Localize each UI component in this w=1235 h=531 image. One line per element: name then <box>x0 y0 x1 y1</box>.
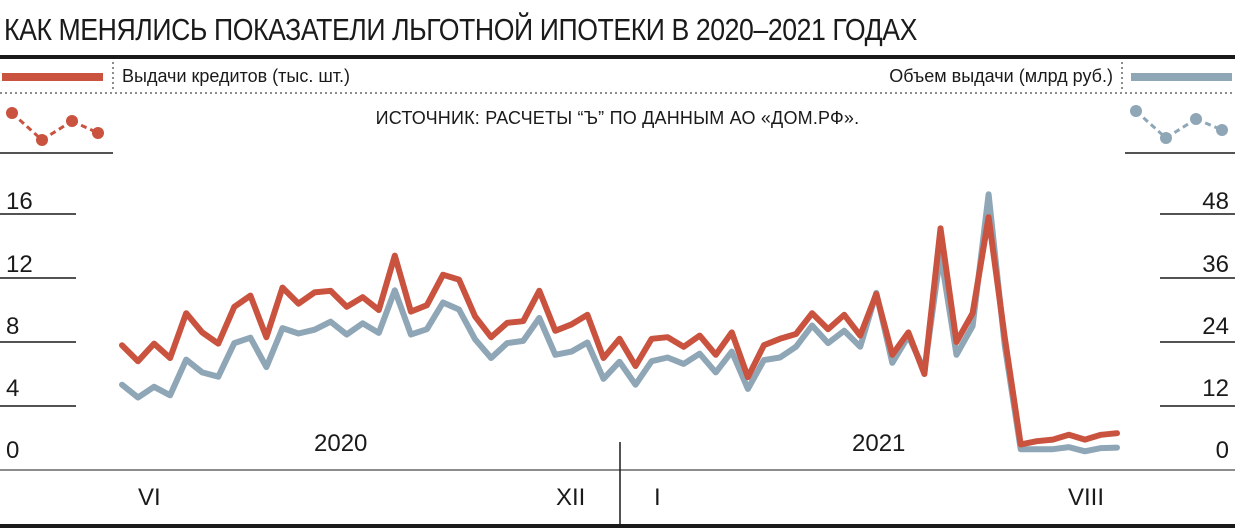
month-label-start: VI <box>138 484 161 511</box>
left-tick-label: 16 <box>6 188 33 215</box>
series-line-loans <box>119 214 1120 448</box>
left-tick-label: 0 <box>6 437 20 464</box>
tick-rules <box>0 213 1235 407</box>
right-tick-label: 0 <box>1215 437 1229 464</box>
legend-swatch-loans <box>2 73 103 81</box>
month-label-end: VIII <box>1068 484 1105 511</box>
source-note: ИСТОЧНИК: РАСЧЕТЫ “Ъ” ПО ДАННЫМ АО «ДОМ.… <box>375 108 860 128</box>
legend-label-loans: Выдачи кредитов (тыс. шт.) <box>122 66 351 86</box>
right-tick-label: 12 <box>1202 375 1229 402</box>
legend-swatch-volume <box>1131 73 1232 81</box>
right-tick-label: 24 <box>1202 313 1229 340</box>
right-series-icon <box>1130 105 1228 144</box>
left-tick-label: 12 <box>6 251 33 278</box>
month-label-december: XII <box>556 484 586 511</box>
left-tick-label: 4 <box>6 375 20 402</box>
month-label-january: I <box>654 484 661 511</box>
right-tick-label: 36 <box>1202 251 1229 278</box>
legend-label-volume: Объем выдачи (млрд руб.) <box>889 66 1113 86</box>
chart-title: КАК МЕНЯЛИСЬ ПОКАЗАТЕЛИ ЛЬГОТНОЙ ИПОТЕКИ… <box>4 12 917 47</box>
right-tick-label: 48 <box>1202 188 1229 215</box>
year-label-2020: 2020 <box>314 430 368 457</box>
left-series-icon <box>6 107 104 146</box>
year-label-2021: 2021 <box>852 430 906 457</box>
left-tick-label: 8 <box>6 313 20 340</box>
